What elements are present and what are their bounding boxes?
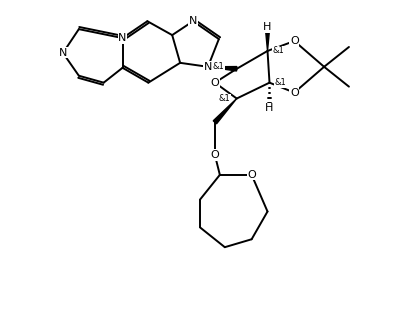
Text: O: O xyxy=(210,150,219,160)
Text: H: H xyxy=(265,103,274,113)
Text: O: O xyxy=(290,36,299,46)
Text: N: N xyxy=(118,33,127,43)
Text: &1: &1 xyxy=(272,46,284,55)
Text: &1: &1 xyxy=(219,94,231,103)
Polygon shape xyxy=(265,27,270,51)
Text: N: N xyxy=(189,16,197,26)
Text: &1: &1 xyxy=(213,62,225,71)
Polygon shape xyxy=(208,67,237,71)
Text: O: O xyxy=(210,78,219,88)
Polygon shape xyxy=(213,99,237,124)
Text: &1: &1 xyxy=(274,78,286,87)
Text: O: O xyxy=(247,170,256,180)
Text: N: N xyxy=(204,62,212,72)
Text: N: N xyxy=(59,48,67,58)
Text: O: O xyxy=(290,88,299,98)
Text: H: H xyxy=(263,22,272,32)
